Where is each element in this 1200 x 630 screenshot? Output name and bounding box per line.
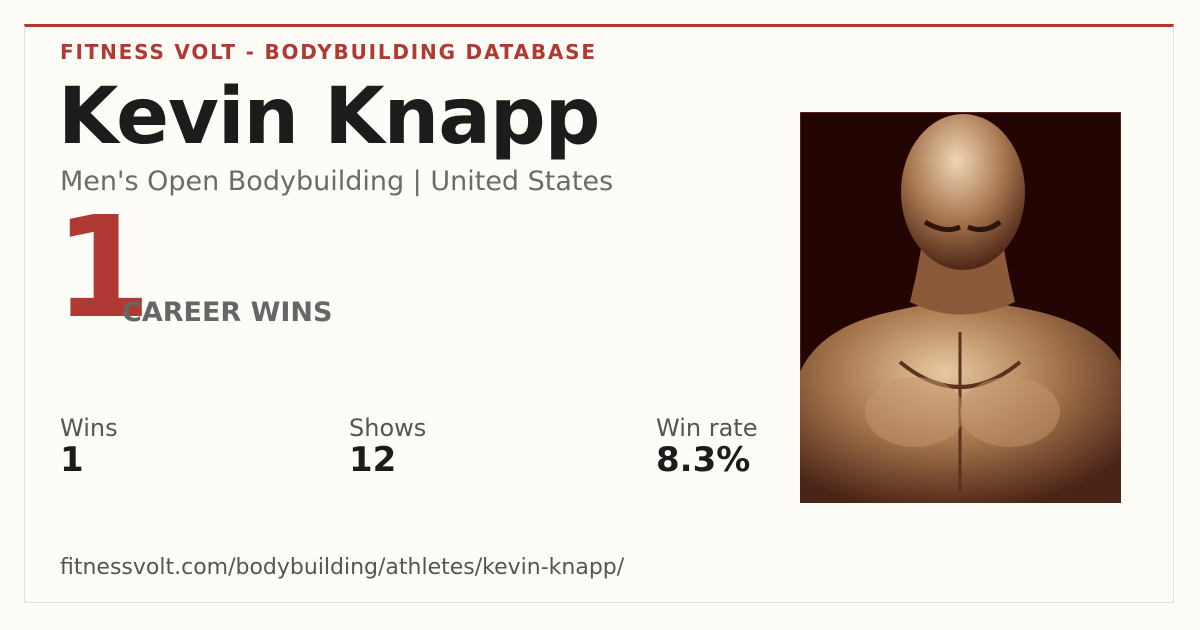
stat-value: 8.3% xyxy=(656,440,751,480)
url: fitnessvolt.com/bodybuilding/athletes/ke… xyxy=(60,555,625,580)
stat-label: Wins xyxy=(60,414,118,442)
brand: FITNESS VOLT - BODYBUILDING DATABASE xyxy=(60,40,597,64)
athlete-name: Kevin Knapp xyxy=(58,72,601,162)
stat-label: Shows xyxy=(349,414,427,442)
stat-value: 1 xyxy=(60,440,84,480)
career-wins-label: CAREER WINS xyxy=(122,297,333,328)
subtitle: Men's Open Bodybuilding | United States xyxy=(60,166,614,197)
stat-value: 12 xyxy=(349,440,397,480)
career-wins-number: 1 xyxy=(54,187,152,350)
stat-label: Win rate xyxy=(656,414,758,442)
athlete-photo xyxy=(800,112,1121,503)
